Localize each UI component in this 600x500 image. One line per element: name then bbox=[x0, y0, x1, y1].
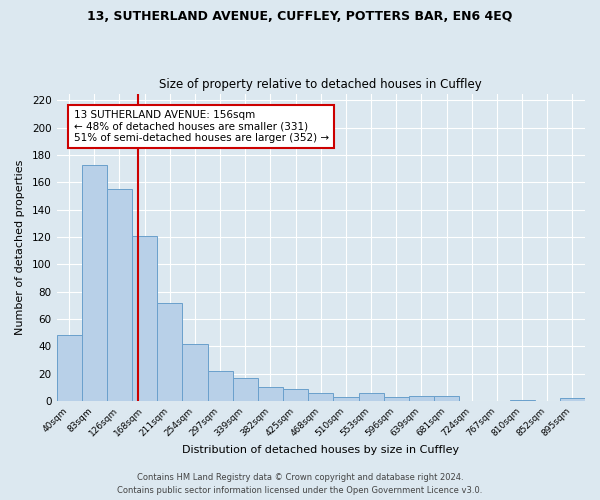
Bar bbox=[359, 393, 383, 401]
Bar bbox=[383, 397, 409, 401]
Bar bbox=[157, 302, 182, 401]
Bar bbox=[258, 388, 283, 401]
Bar bbox=[560, 398, 585, 401]
Text: 13, SUTHERLAND AVENUE, CUFFLEY, POTTERS BAR, EN6 4EQ: 13, SUTHERLAND AVENUE, CUFFLEY, POTTERS … bbox=[88, 10, 512, 23]
Bar bbox=[334, 397, 359, 401]
Text: 13 SUTHERLAND AVENUE: 156sqm
← 48% of detached houses are smaller (331)
51% of s: 13 SUTHERLAND AVENUE: 156sqm ← 48% of de… bbox=[74, 110, 329, 143]
Bar bbox=[409, 396, 434, 401]
Bar bbox=[107, 189, 132, 401]
Bar bbox=[283, 389, 308, 401]
Text: Contains HM Land Registry data © Crown copyright and database right 2024.
Contai: Contains HM Land Registry data © Crown c… bbox=[118, 474, 482, 495]
Y-axis label: Number of detached properties: Number of detached properties bbox=[15, 160, 25, 335]
Bar bbox=[132, 236, 157, 401]
Bar bbox=[208, 371, 233, 401]
X-axis label: Distribution of detached houses by size in Cuffley: Distribution of detached houses by size … bbox=[182, 445, 460, 455]
Bar bbox=[434, 396, 459, 401]
Bar bbox=[82, 164, 107, 401]
Bar bbox=[56, 336, 82, 401]
Bar bbox=[308, 393, 334, 401]
Bar bbox=[182, 344, 208, 401]
Bar bbox=[509, 400, 535, 401]
Bar bbox=[233, 378, 258, 401]
Title: Size of property relative to detached houses in Cuffley: Size of property relative to detached ho… bbox=[160, 78, 482, 91]
